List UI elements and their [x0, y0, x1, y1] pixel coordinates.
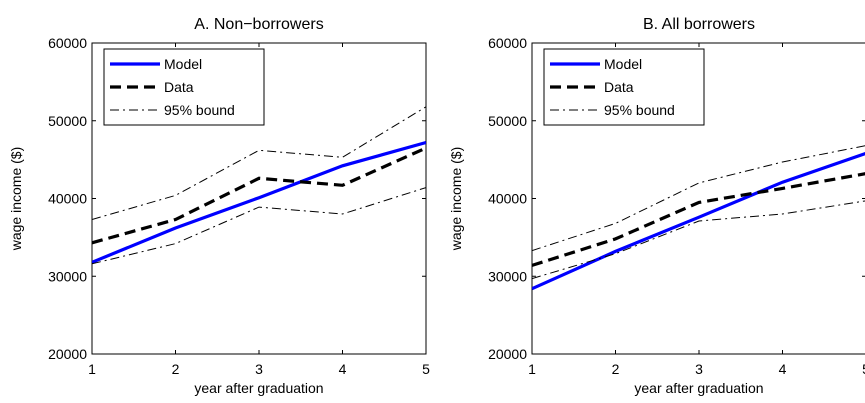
legend: Model Data 95% bound	[543, 48, 705, 126]
legend-label: Model	[164, 56, 202, 72]
y-tick-label: 50000	[488, 113, 527, 129]
series-line-95-bound	[92, 106, 426, 220]
series-line-lower-bound	[532, 200, 865, 280]
series-line-model	[532, 152, 865, 291]
legend-label: Data	[604, 79, 634, 95]
chart-title: B. All borrowers	[643, 16, 755, 33]
x-axis-label: year after graduation	[194, 380, 323, 396]
y-tick-label: 30000	[488, 268, 527, 284]
y-tick-label: 40000	[48, 191, 87, 207]
x-tick-label: 3	[695, 361, 703, 377]
series-lines	[92, 106, 426, 265]
y-tick-label: 40000	[488, 191, 527, 207]
x-tick-label: 2	[612, 361, 620, 377]
legend-label: Model	[604, 56, 642, 72]
y-tick-label: 60000	[488, 35, 527, 51]
x-tick-label: 1	[528, 361, 536, 377]
legend-label: 95% bound	[604, 102, 675, 118]
x-tick-label: 2	[172, 361, 180, 377]
legend-label: Data	[164, 79, 194, 95]
x-tick-label: 4	[779, 361, 787, 377]
x-tick-label: 5	[422, 361, 430, 377]
y-tick-label: 50000	[48, 113, 87, 129]
y-tick-label: 30000	[48, 268, 87, 284]
series-line-95-bound	[532, 145, 865, 252]
x-tick-label: 1	[88, 361, 96, 377]
y-tick-label: 20000	[48, 346, 87, 362]
y-tick-label: 60000	[48, 35, 87, 51]
x-tick-label: 3	[255, 361, 263, 377]
chart-title: A. Non−borrowers	[194, 16, 323, 33]
series-lines	[532, 145, 865, 291]
panel-a: A. Non−borrowers 1 2 3 4 5 20000 30000 40000 5000…	[8, 16, 430, 396]
y-tick-label: 20000	[488, 346, 527, 362]
y-axis-label: wage income ($)	[8, 147, 24, 252]
series-line-data	[532, 172, 865, 267]
series-line-model	[92, 140, 426, 264]
y-axis-label: wage income ($)	[448, 147, 464, 252]
panel-b: B. All borrowers 1 2 3 4 5 20000 30000 40000 5000…	[448, 16, 865, 396]
series-line-data	[92, 146, 426, 245]
legend: Model Data 95% bound	[103, 48, 265, 126]
series-line-lower-bound	[92, 187, 426, 265]
legend-label: 95% bound	[164, 102, 235, 118]
x-axis-label: year after graduation	[634, 380, 763, 396]
x-tick-label: 5	[862, 361, 865, 377]
x-tick-label: 4	[339, 361, 347, 377]
